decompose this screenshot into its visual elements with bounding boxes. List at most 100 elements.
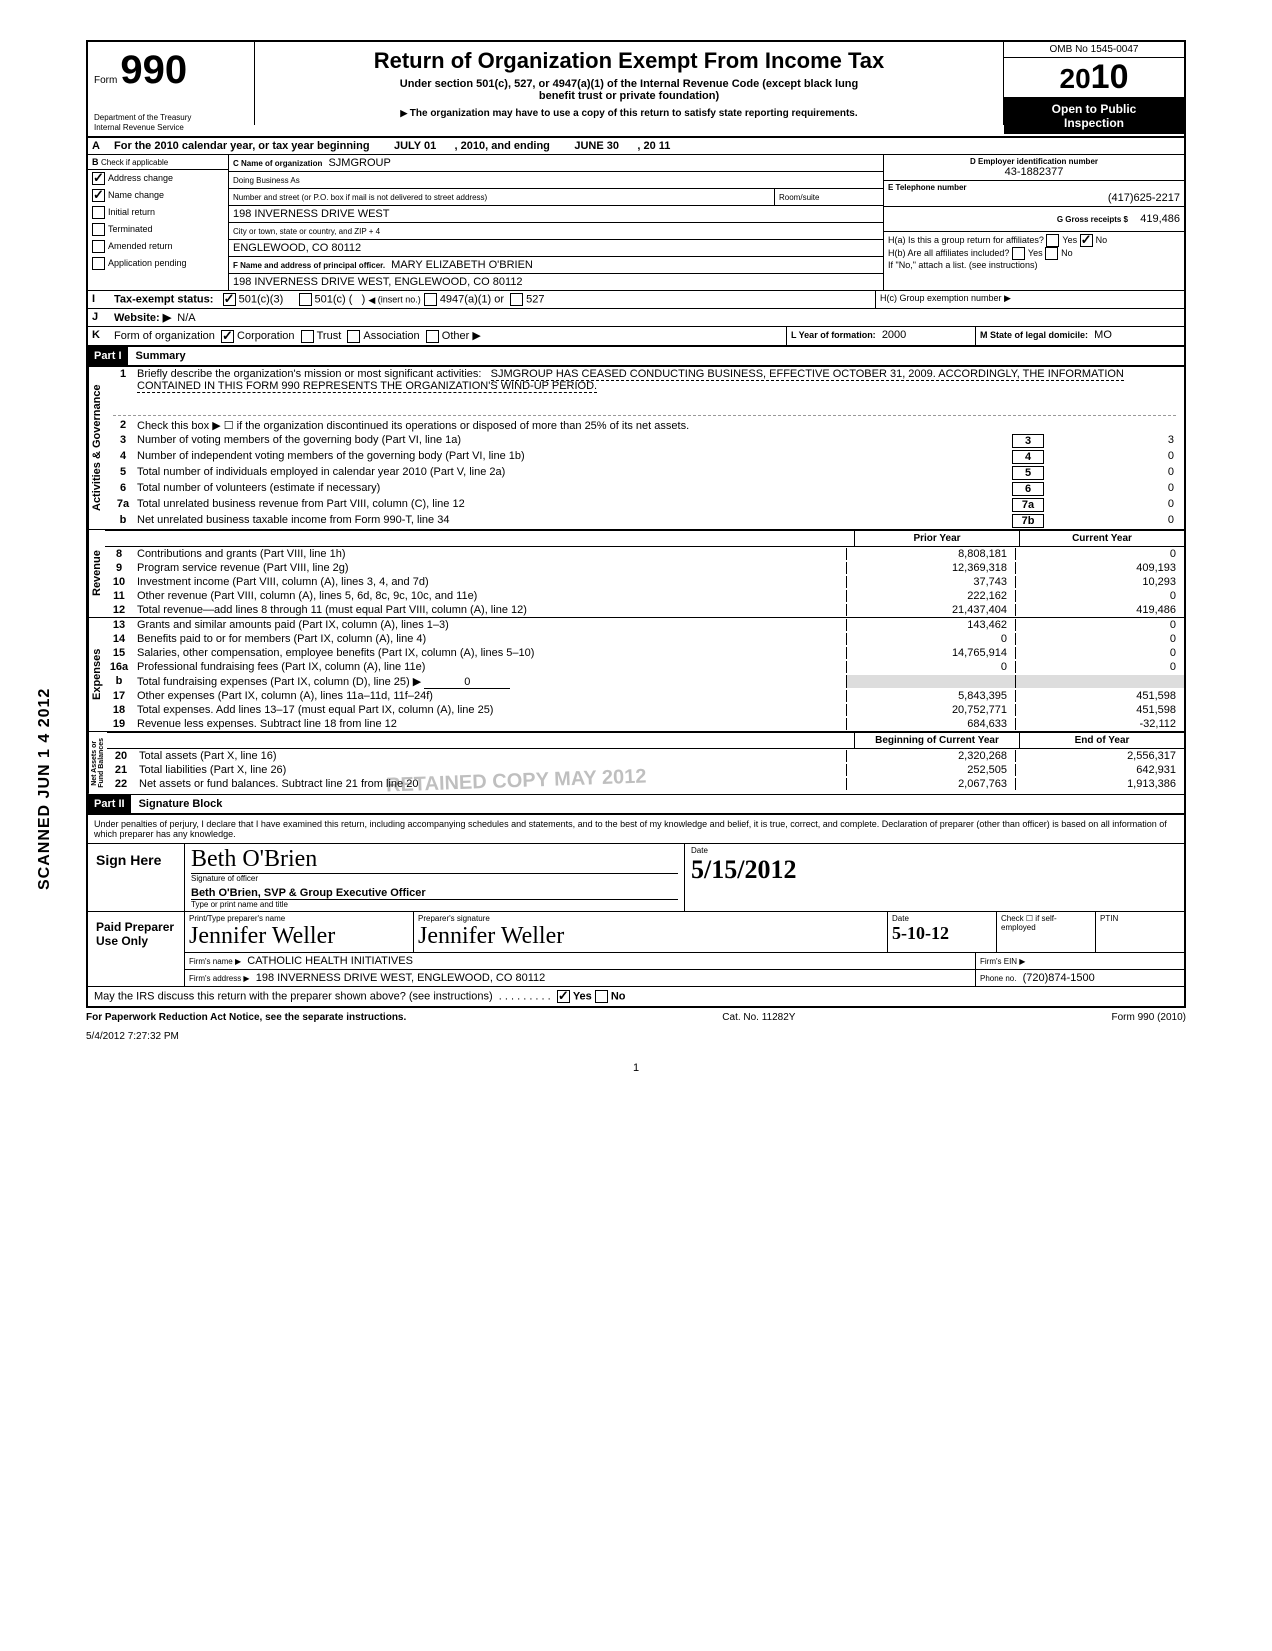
- l17-curr: 451,598: [1015, 690, 1184, 702]
- opt-501c3: 501(c)(3): [239, 294, 284, 306]
- checkbox-address-change[interactable]: [92, 172, 105, 185]
- form-footer: Form 990 (2010): [1112, 1012, 1186, 1023]
- tax-exempt-label: Tax-exempt status:: [114, 294, 213, 306]
- checkbox-terminated[interactable]: [92, 223, 105, 236]
- officer-printed-name: Beth O'Brien, SVP & Group Executive Offi…: [191, 883, 678, 900]
- l10-prior: 37,743: [846, 576, 1015, 588]
- sub-title-2: benefit trust or private foundation): [265, 90, 993, 102]
- line-12: Total revenue—add lines 8 through 11 (mu…: [133, 604, 846, 616]
- label-discuss-no: No: [611, 990, 626, 1002]
- l13-prior: 143,462: [846, 619, 1015, 631]
- checkbox-501c3[interactable]: [223, 293, 236, 306]
- l20-prior: 2,320,268: [846, 750, 1015, 762]
- perjury-text: Under penalties of perjury, I declare th…: [88, 815, 1184, 844]
- line-13: Grants and similar amounts paid (Part IX…: [133, 619, 846, 631]
- l8-curr: 0: [1015, 548, 1184, 560]
- name-label: Type or print name and title: [191, 900, 678, 909]
- street-label: Number and street (or P.O. box if mail i…: [233, 193, 487, 202]
- h-b-label: H(b) Are all affiliates included?: [888, 248, 1009, 258]
- line-9: Program service revenue (Part VIII, line…: [133, 562, 846, 574]
- dept-irs: Internal Revenue Service: [94, 123, 244, 133]
- line-18: Total expenses. Add lines 13–17 (must eq…: [133, 704, 846, 716]
- checkbox-ha-yes[interactable]: [1046, 234, 1059, 247]
- checkbox-527[interactable]: [510, 293, 523, 306]
- l21-curr: 642,931: [1015, 764, 1184, 776]
- val-5: 0: [1044, 466, 1180, 478]
- checkbox-amended[interactable]: [92, 240, 105, 253]
- room-label: Room/suite: [779, 193, 819, 202]
- opt-corp: Corporation: [237, 330, 294, 342]
- checkbox-501c[interactable]: [299, 293, 312, 306]
- line-22: Net assets or fund balances. Subtract li…: [135, 778, 846, 790]
- vert-net-assets: Net Assets or Fund Balances: [88, 732, 107, 794]
- l15-prior: 14,765,914: [846, 647, 1015, 659]
- checkbox-discuss-no[interactable]: [595, 990, 608, 1003]
- l14-prior: 0: [846, 633, 1015, 645]
- print-timestamp: 5/4/2012 7:27:32 PM: [86, 1031, 1186, 1042]
- form-number: 990: [120, 48, 187, 92]
- section-g-label: G Gross receipts $: [1057, 215, 1128, 224]
- opt-assoc: Association: [363, 330, 419, 342]
- h-note: If "No," attach a list. (see instruction…: [888, 260, 1180, 270]
- firm-addr-label: Firm's address ▶: [189, 974, 250, 983]
- prep-name: Jennifer Weller: [189, 923, 409, 950]
- cat-no: Cat. No. 11282Y: [722, 1012, 795, 1023]
- l8-prior: 8,808,181: [846, 548, 1015, 560]
- val-6: 0: [1044, 482, 1180, 494]
- line-16b: Total fundraising expenses (Part IX, col…: [137, 676, 421, 688]
- dba-label: Doing Business As: [233, 176, 300, 185]
- tax-year-begin: JULY 01: [394, 140, 436, 152]
- label-terminated: Terminated: [108, 224, 153, 234]
- line-21: Total liabilities (Part X, line 26): [135, 764, 846, 776]
- l21-prior: 252,505: [846, 764, 1015, 776]
- checkbox-assoc[interactable]: [347, 330, 360, 343]
- part-1-label: Part I: [88, 347, 128, 365]
- ptin-label: PTIN: [1096, 912, 1184, 952]
- dept-treasury: Department of the Treasury: [94, 113, 244, 123]
- checkbox-other[interactable]: [426, 330, 439, 343]
- line-20: Total assets (Part X, line 16): [135, 750, 846, 762]
- checkbox-hb-no[interactable]: [1045, 247, 1058, 260]
- l11-curr: 0: [1015, 590, 1184, 602]
- firm-addr: 198 INVERNESS DRIVE WEST, ENGLEWOOD, CO …: [256, 972, 546, 984]
- checkbox-name-change[interactable]: [92, 189, 105, 202]
- l14-curr: 0: [1015, 633, 1184, 645]
- line-17: Other expenses (Part IX, column (A), lin…: [133, 690, 846, 702]
- label-address-change: Address change: [108, 173, 173, 183]
- l22-curr: 1,913,386: [1015, 778, 1184, 790]
- l19-prior: 684,633: [846, 718, 1015, 730]
- discuss-text: May the IRS discuss this return with the…: [94, 990, 493, 1002]
- checkbox-trust[interactable]: [301, 330, 314, 343]
- phone-value: (417)625-2217: [888, 192, 1180, 204]
- label-yes-2: Yes: [1028, 248, 1043, 258]
- checkbox-corp[interactable]: [221, 330, 234, 343]
- firm-ein-label: Firm's EIN ▶: [980, 957, 1025, 966]
- col-begin: Beginning of Current Year: [854, 733, 1019, 748]
- line-4: Number of independent voting members of …: [137, 450, 1006, 462]
- checkbox-discuss-yes[interactable]: [557, 990, 570, 1003]
- l15-curr: 0: [1015, 647, 1184, 659]
- prep-date: 5-10-12: [892, 923, 992, 944]
- l22-prior: 2,067,763: [846, 778, 1015, 790]
- line-5: Total number of individuals employed in …: [137, 466, 1006, 478]
- year-suffix: 10: [1091, 58, 1129, 96]
- checkbox-hb-yes[interactable]: [1012, 247, 1025, 260]
- checkbox-ha-no[interactable]: [1080, 234, 1093, 247]
- opt-4947: 4947(a)(1) or: [440, 294, 504, 306]
- checkbox-4947[interactable]: [424, 293, 437, 306]
- website-value: N/A: [177, 312, 195, 324]
- line-19: Revenue less expenses. Subtract line 18 …: [133, 718, 846, 730]
- l18-curr: 451,598: [1015, 704, 1184, 716]
- firm-name: CATHOLIC HEALTH INITIATIVES: [247, 955, 413, 967]
- prep-sig: Jennifer Weller: [418, 923, 883, 950]
- l12-prior: 21,437,404: [846, 604, 1015, 616]
- sig-label: Signature of officer: [191, 874, 678, 883]
- line-10: Investment income (Part VIII, column (A)…: [133, 576, 846, 588]
- line-15: Salaries, other compensation, employee b…: [133, 647, 846, 659]
- city-value: ENGLEWOOD, CO 80112: [229, 240, 883, 257]
- checkbox-application-pending[interactable]: [92, 257, 105, 270]
- ein-value: 43-1882377: [888, 166, 1180, 178]
- line-a-yr: , 20 11: [637, 140, 670, 152]
- l12-curr: 419,486: [1015, 604, 1184, 616]
- checkbox-initial-return[interactable]: [92, 206, 105, 219]
